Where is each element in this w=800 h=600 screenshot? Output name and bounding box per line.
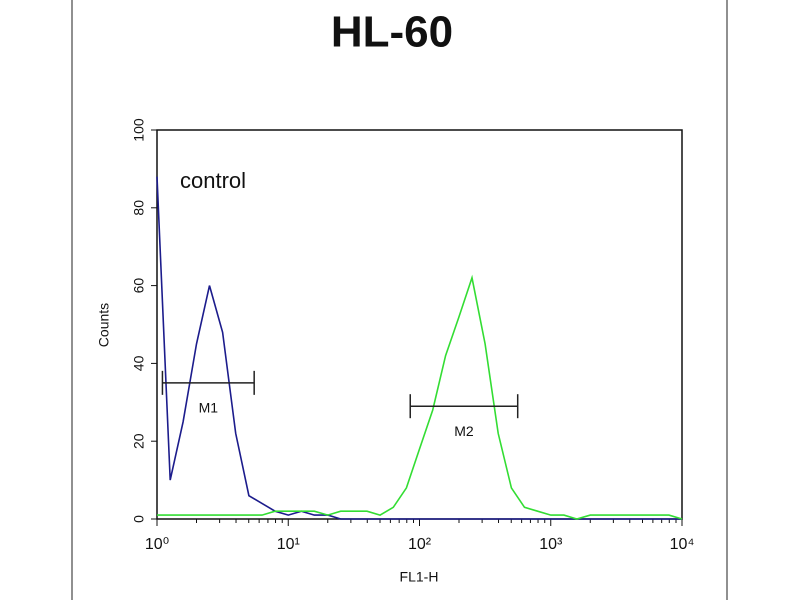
- annotation: control: [180, 168, 246, 193]
- chart-title: HL-60: [331, 8, 453, 57]
- y-tick-label: 80: [131, 200, 147, 216]
- x-axis-label: FL1-H: [400, 569, 439, 585]
- y-axis-label: Counts: [96, 303, 112, 347]
- histogram-line: [156, 176, 682, 520]
- marker-label: M1: [199, 400, 219, 416]
- marker-label: M2: [454, 423, 474, 439]
- x-tick-label: 10⁰: [145, 536, 169, 553]
- y-tick-label: 60: [131, 278, 147, 294]
- y-tick-label: 40: [131, 355, 147, 371]
- x-tick-label: 10¹: [277, 536, 300, 553]
- y-tick-label: 20: [131, 433, 147, 449]
- x-tick-label: 10³: [539, 536, 563, 553]
- histogram-line: [157, 274, 683, 520]
- y-tick-label: 100: [131, 118, 147, 142]
- x-tick-label: 10²: [408, 536, 432, 553]
- x-tick-label: 10⁴: [670, 536, 695, 553]
- y-tick-label: 0: [131, 515, 147, 523]
